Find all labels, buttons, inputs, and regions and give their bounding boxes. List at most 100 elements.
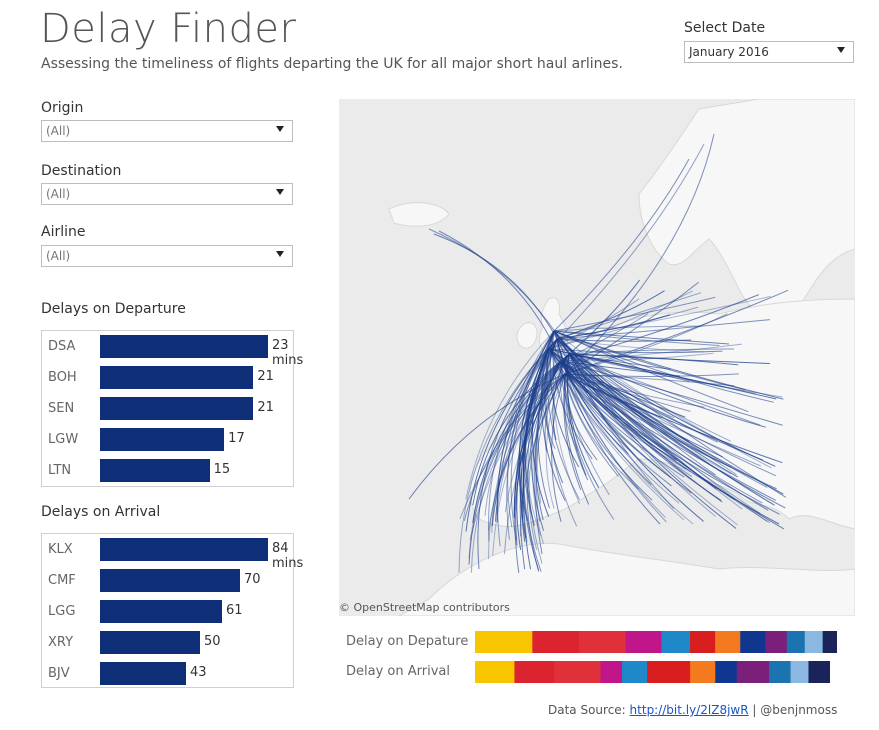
- flight-route-line[interactable]: [548, 348, 693, 478]
- flight-route-line[interactable]: [553, 330, 720, 346]
- departure-bar-row[interactable]: LGW 17: [42, 424, 293, 455]
- departure-strip-segment[interactable]: [715, 631, 741, 653]
- flight-route-line[interactable]: [560, 360, 598, 461]
- flight-route-line[interactable]: [556, 319, 771, 340]
- flight-route-line[interactable]: [548, 348, 780, 525]
- flight-route-line[interactable]: [468, 353, 570, 560]
- arrival-strip-segment[interactable]: [808, 661, 830, 683]
- departure-bar[interactable]: [100, 397, 254, 420]
- departure-strip-segment[interactable]: [625, 631, 662, 653]
- arrival-strip-segment[interactable]: [769, 661, 792, 683]
- arrival-strip-segment[interactable]: [715, 661, 738, 683]
- flight-route-line[interactable]: [564, 373, 780, 515]
- departure-strip-segment[interactable]: [661, 631, 691, 653]
- departure-strip-segment[interactable]: [532, 631, 580, 653]
- flight-route-line[interactable]: [433, 233, 558, 340]
- flight-route-line[interactable]: [553, 325, 702, 332]
- departure-bar[interactable]: [100, 335, 268, 358]
- flight-route-line[interactable]: [553, 330, 746, 391]
- flight-route-line[interactable]: [548, 348, 652, 485]
- flight-route-line[interactable]: [545, 373, 566, 509]
- flight-route-line[interactable]: [553, 330, 774, 403]
- flight-route-line[interactable]: [556, 290, 665, 340]
- arrival-bar-row[interactable]: KLX 84 mins: [42, 534, 303, 571]
- arrival-bar[interactable]: [100, 600, 222, 623]
- flight-routes-map[interactable]: [339, 99, 855, 616]
- flight-route-line[interactable]: [548, 298, 640, 350]
- flight-route-line[interactable]: [564, 373, 615, 520]
- flight-route-line[interactable]: [564, 373, 783, 464]
- arrival-bar-row[interactable]: LGG 61: [42, 596, 293, 627]
- arrival-strip-segment[interactable]: [475, 661, 515, 683]
- flight-route-line[interactable]: [564, 373, 691, 473]
- departure-strip-segment[interactable]: [804, 631, 824, 653]
- flight-route-line[interactable]: [556, 338, 776, 467]
- arrival-bar[interactable]: [100, 662, 186, 685]
- flight-route-line[interactable]: [553, 330, 771, 523]
- arrival-bar-row[interactable]: CMF 70: [42, 565, 293, 596]
- flight-route-line[interactable]: [560, 352, 714, 362]
- flight-route-line[interactable]: [560, 360, 686, 418]
- arrival-strip-segment[interactable]: [553, 661, 602, 683]
- flight-route-line[interactable]: [563, 373, 590, 505]
- flight-route-line[interactable]: [552, 330, 593, 460]
- departure-airline-strip[interactable]: [475, 631, 837, 653]
- flight-route-line[interactable]: [564, 373, 639, 490]
- flight-route-line[interactable]: [546, 348, 580, 500]
- arrival-bar-row[interactable]: BJV 43: [42, 658, 293, 689]
- flight-route-line[interactable]: [564, 373, 735, 387]
- flight-route-line[interactable]: [556, 338, 786, 509]
- flight-route-line[interactable]: [564, 373, 762, 467]
- flight-route-line[interactable]: [556, 338, 716, 517]
- departure-bar[interactable]: [100, 428, 225, 451]
- departure-strip-segment[interactable]: [578, 631, 627, 653]
- flight-route-line[interactable]: [408, 373, 566, 500]
- flight-route-line[interactable]: [553, 296, 716, 332]
- flight-route-line[interactable]: [560, 360, 763, 504]
- flight-route-line[interactable]: [526, 360, 562, 572]
- arrival-airline-strip[interactable]: [475, 661, 830, 683]
- flight-route-line[interactable]: [568, 353, 770, 365]
- arrival-bar[interactable]: [100, 631, 200, 654]
- flight-route-line[interactable]: [568, 348, 735, 355]
- flight-route-line[interactable]: [556, 314, 671, 340]
- flight-route-line[interactable]: [553, 330, 772, 469]
- flight-route-line[interactable]: [465, 330, 555, 500]
- departure-bar-row[interactable]: SEN 21: [42, 393, 293, 424]
- flight-route-line[interactable]: [497, 330, 555, 547]
- flight-route-line[interactable]: [556, 295, 771, 340]
- flight-route-line[interactable]: [566, 353, 600, 489]
- flight-route-line[interactable]: [553, 330, 730, 345]
- flight-route-line[interactable]: [472, 360, 562, 506]
- departure-bar-row[interactable]: BOH 21: [42, 362, 293, 393]
- flight-route-line[interactable]: [564, 281, 699, 375]
- data-source-link[interactable]: http://bit.ly/2lZ8jwR: [629, 703, 749, 717]
- departure-strip-segment[interactable]: [690, 631, 716, 653]
- flight-route-line[interactable]: [465, 338, 558, 532]
- flight-route-line[interactable]: [560, 360, 783, 426]
- arrival-strip-segment[interactable]: [736, 661, 770, 683]
- flight-route-line[interactable]: [564, 373, 589, 481]
- arrival-strip-segment[interactable]: [600, 661, 623, 683]
- flight-route-line[interactable]: [551, 373, 566, 522]
- flight-route-line[interactable]: [491, 353, 570, 533]
- flight-route-line[interactable]: [488, 373, 566, 531]
- flight-route-line[interactable]: [535, 360, 562, 521]
- flight-route-line[interactable]: [537, 338, 558, 509]
- flight-route-line[interactable]: [548, 143, 705, 350]
- flight-route-line[interactable]: [515, 373, 566, 511]
- departure-bar-row[interactable]: DSA 23 mins: [42, 331, 303, 368]
- flight-route-line[interactable]: [564, 133, 715, 375]
- arrival-strip-segment[interactable]: [690, 661, 716, 683]
- airline-dropdown[interactable]: (All): [41, 245, 293, 267]
- departure-bar[interactable]: [100, 459, 210, 482]
- arrival-strip-segment[interactable]: [622, 661, 648, 683]
- departure-bar-row[interactable]: LTN 15: [42, 455, 293, 486]
- arrival-strip-segment[interactable]: [647, 661, 691, 683]
- origin-dropdown[interactable]: (All): [41, 120, 293, 142]
- flight-route-line[interactable]: [568, 279, 641, 355]
- flight-route-line[interactable]: [535, 353, 570, 522]
- flight-route-line[interactable]: [553, 330, 704, 522]
- flight-route-line[interactable]: [564, 289, 789, 375]
- flight-route-line[interactable]: [477, 338, 558, 570]
